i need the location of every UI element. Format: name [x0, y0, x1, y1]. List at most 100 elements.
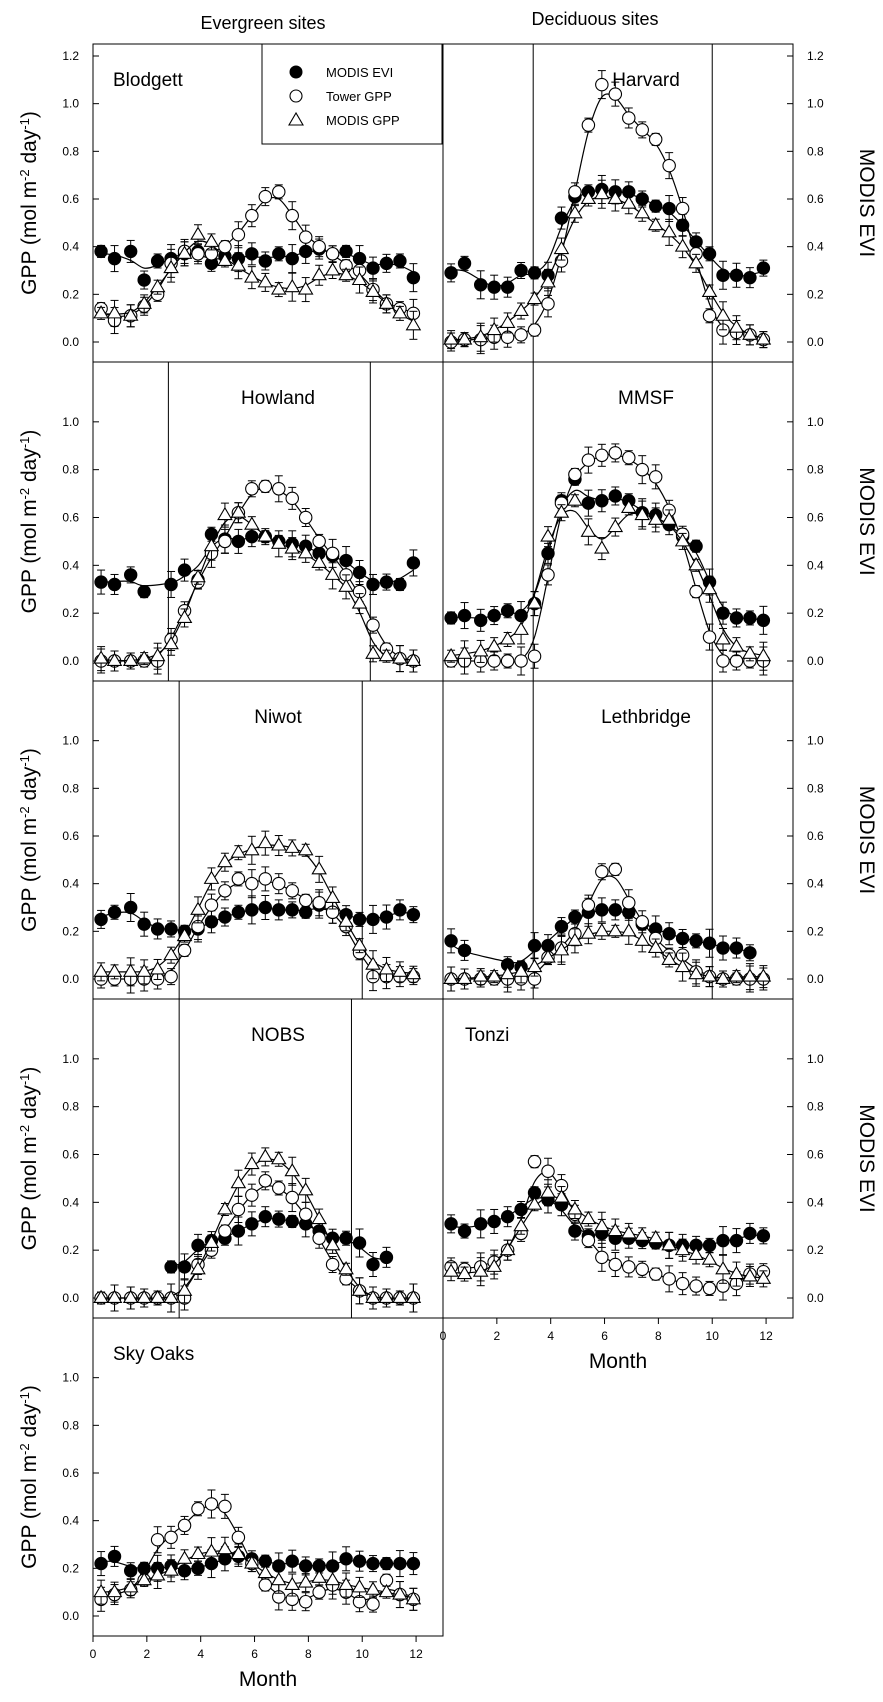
marker-tower-gpp	[635, 915, 649, 929]
legend-marker-open-circle	[289, 89, 303, 103]
y-tick-label: 0.4	[62, 558, 79, 572]
marker-modis-gpp	[553, 1189, 570, 1203]
x-tick-label: 2	[144, 1647, 151, 1661]
marker-modis-gpp	[620, 499, 637, 513]
marker-modis-gpp	[688, 1246, 704, 1260]
marker-modis-evi	[393, 1556, 407, 1571]
marker-modis-gpp	[715, 970, 731, 985]
marker-modis-evi	[527, 266, 542, 280]
fit-line	[451, 93, 764, 342]
y-tick-label-right: 1.0	[807, 415, 824, 429]
marker-modis-evi	[756, 261, 771, 275]
marker-modis-gpp	[217, 853, 233, 868]
marker-modis-gpp	[728, 968, 745, 982]
marker-tower-gpp	[204, 1497, 219, 1511]
marker-modis-evi	[366, 1556, 380, 1571]
marker-modis-gpp	[378, 295, 395, 309]
marker-modis-gpp	[324, 566, 341, 580]
marker-tower-gpp	[622, 450, 636, 465]
marker-modis-evi	[352, 565, 367, 580]
marker-modis-gpp	[106, 1289, 123, 1304]
marker-modis-evi	[514, 1202, 528, 1217]
marker-modis-gpp	[284, 1162, 301, 1177]
marker-modis-evi	[177, 1260, 192, 1274]
x-axis-title: Month	[239, 1668, 297, 1691]
marker-modis-gpp	[674, 238, 691, 252]
marker-modis-evi	[366, 261, 380, 275]
column-title-deciduous: Deciduous sites	[531, 9, 658, 29]
y-axis-title: GPP (mol m-2 day-1)	[17, 1385, 42, 1569]
marker-modis-evi	[339, 1231, 353, 1245]
panel-frame	[92, 1317, 444, 1637]
legend-marker-open-triangle	[288, 111, 304, 126]
marker-modis-gpp	[217, 1201, 233, 1215]
marker-modis-evi	[756, 1229, 771, 1243]
marker-modis-gpp	[499, 965, 516, 980]
marker-modis-gpp	[594, 185, 610, 200]
y-axis-title-right: MODIS EVI	[855, 467, 878, 576]
y-axis-title: GPP (mol m-2 day-1)	[17, 111, 42, 295]
x-tick-label: 6	[251, 1647, 258, 1661]
y-tick-label: 0.6	[62, 829, 79, 843]
y-axis-title: GPP (mol m-2 day-1)	[17, 430, 42, 614]
marker-modis-gpp	[163, 259, 179, 274]
marker-modis-evi	[473, 613, 488, 628]
marker-tower-gpp	[541, 297, 555, 311]
marker-modis-evi	[137, 917, 151, 931]
marker-modis-gpp	[405, 1289, 422, 1304]
y-tick-label-right: 0.4	[807, 240, 824, 254]
marker-modis-gpp	[257, 528, 274, 542]
marker-modis-evi	[581, 496, 596, 510]
marker-modis-gpp	[456, 331, 473, 345]
marker-modis-gpp	[93, 305, 109, 319]
x-tick-label: 8	[305, 1647, 312, 1661]
marker-modis-evi	[150, 922, 165, 936]
marker-modis-evi	[473, 1217, 488, 1231]
marker-modis-gpp	[284, 540, 301, 554]
legend-label: MODIS EVI	[326, 65, 393, 80]
y-tick-label: 1.0	[62, 415, 79, 429]
fit-line	[451, 875, 764, 980]
marker-modis-gpp	[742, 326, 758, 340]
marker-modis-gpp	[715, 1261, 731, 1275]
marker-modis-gpp	[351, 1282, 368, 1296]
y-tick-label-right: 0.6	[807, 511, 824, 525]
marker-modis-gpp	[661, 224, 677, 238]
panel-harvard: 0.0 0.2 0.4 0.6 0.8 1.0 1.2 Harvard MODIS EVI	[442, 43, 878, 363]
panel-title: Blodgett	[113, 70, 183, 91]
marker-tower-gpp	[298, 510, 313, 525]
marker-modis-gpp	[365, 1289, 381, 1304]
fit-line	[101, 536, 414, 587]
marker-tower-gpp	[258, 479, 273, 494]
marker-modis-evi	[500, 280, 515, 294]
marker-modis-gpp	[580, 1210, 597, 1225]
marker-modis-gpp	[553, 942, 570, 956]
marker-tower-gpp	[635, 1262, 649, 1277]
marker-modis-gpp	[163, 1289, 179, 1304]
marker-tower-gpp	[298, 1594, 313, 1609]
marker-tower-gpp	[312, 534, 326, 549]
marker-modis-gpp	[742, 645, 758, 659]
marker-modis-gpp	[149, 1567, 166, 1581]
marker-tower-gpp	[272, 482, 286, 496]
panel-title: Tonzi	[465, 1025, 509, 1046]
marker-modis-evi	[444, 1217, 458, 1231]
marker-modis-evi	[406, 1556, 421, 1571]
marker-modis-evi	[595, 494, 609, 508]
marker-tower-gpp	[595, 864, 609, 879]
marker-modis-gpp	[190, 1545, 206, 1560]
panel-frame	[442, 998, 794, 1319]
marker-modis-gpp	[351, 1579, 368, 1593]
marker-modis-gpp	[230, 844, 247, 858]
marker-modis-evi	[457, 943, 472, 958]
marker-modis-evi	[94, 1556, 108, 1571]
marker-modis-gpp	[365, 1581, 381, 1595]
marker-modis-gpp	[526, 290, 543, 305]
marker-tower-gpp	[635, 462, 649, 477]
marker-modis-gpp	[311, 266, 327, 281]
marker-modis-gpp	[244, 842, 260, 856]
marker-modis-gpp	[122, 963, 139, 977]
marker-modis-gpp	[567, 1201, 583, 1215]
x-tick-label: 2	[494, 1329, 501, 1343]
